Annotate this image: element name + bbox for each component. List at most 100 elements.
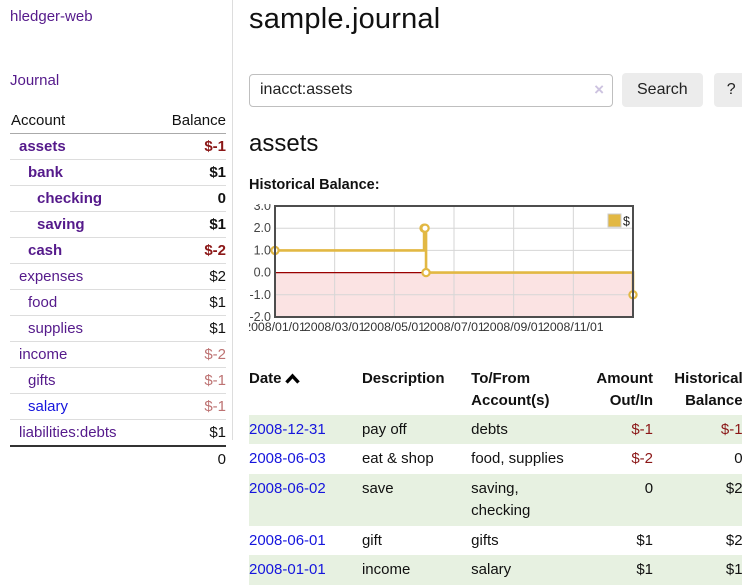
transaction-description: pay off — [361, 420, 407, 438]
date-header-label: Date — [249, 370, 282, 387]
transaction-accounts: gifts — [471, 531, 499, 549]
transaction-balance: $2 — [725, 531, 742, 549]
page-title: sample.journal — [249, 3, 441, 35]
account-balance: $-1 — [152, 367, 226, 394]
app-title-link[interactable]: hledger-web — [10, 8, 93, 25]
transaction-date-cell: 2008-06-02 — [249, 474, 356, 526]
account-link-salary[interactable]: salary — [28, 398, 69, 415]
account-row: saving $1 — [10, 211, 226, 238]
svg-text:3.0: 3.0 — [254, 204, 271, 213]
account-cell: gifts — [10, 367, 153, 394]
account-row: cash $-2 — [10, 237, 226, 264]
transaction-accounts: food, supplies — [471, 450, 564, 468]
transaction-amount: 0 — [644, 480, 654, 497]
account-link-supplies[interactable]: supplies — [28, 320, 84, 337]
transaction-accounts: salary — [471, 561, 512, 579]
transaction-accounts: saving, checking — [471, 480, 531, 519]
account-cell: food — [10, 289, 153, 316]
transaction-description: eat & shop — [361, 450, 434, 468]
account-row: bank $1 — [10, 159, 226, 186]
search-input-wrap: × — [249, 73, 613, 107]
account-row: expenses $2 — [10, 263, 226, 290]
historical-balance-chart: $3.0 2.0 1.0 0.0 -1.0 -2.0 2008/01/01 2008/03/0… — [244, 199, 742, 340]
search-input[interactable] — [249, 73, 613, 107]
register-row: 2008-06-03 eat & shop food, supplies $-2 0 — [249, 444, 742, 474]
svg-text:1.0: 1.0 — [254, 243, 271, 257]
transaction-amount: $-2 — [631, 450, 654, 468]
account-balance: 0 — [152, 185, 226, 212]
account-link-bank[interactable]: bank — [28, 164, 64, 181]
transaction-amount: $1 — [636, 531, 654, 549]
svg-text:2008/09/01: 2008/09/01 — [483, 320, 545, 334]
register-header-description: Description — [361, 370, 445, 387]
account-cell: income — [10, 341, 153, 368]
sidebar-item-journal[interactable]: Journal — [10, 72, 60, 89]
search-button[interactable]: Search — [622, 73, 703, 107]
svg-text:0.0: 0.0 — [254, 266, 271, 280]
account-balance: $1 — [152, 289, 226, 316]
account-row: checking 0 — [10, 185, 226, 212]
account-cell: salary — [10, 393, 153, 420]
account-link-gifts[interactable]: gifts — [28, 372, 56, 389]
register-header-date[interactable]: Date — [249, 365, 356, 415]
account-link-income[interactable]: income — [19, 346, 68, 363]
register-row: 2008-06-01 gift gifts $1 $2 — [249, 526, 742, 556]
accounts-header-row: Account Balance — [10, 110, 226, 134]
account-row: liabilities:debts $1 — [10, 419, 226, 446]
transaction-balance: $-1 — [720, 420, 742, 438]
account-cell: expenses — [10, 263, 153, 290]
transaction-description: save — [361, 480, 394, 497]
account-link-expenses[interactable]: expenses — [19, 268, 84, 285]
accounts-header-balance: Balance — [152, 110, 226, 134]
account-balance: $-2 — [152, 237, 226, 264]
account-cell: assets — [10, 134, 152, 160]
account-cell: checking — [10, 185, 153, 212]
svg-text:2008/07/01: 2008/07/01 — [423, 320, 485, 334]
transaction-description: gift — [361, 531, 382, 549]
sidebar: hledger-web Journal Account Balance asse… — [0, 0, 233, 472]
account-link-food[interactable]: food — [28, 294, 58, 311]
transaction-date-link[interactable]: 2008-12-31 — [249, 420, 326, 438]
register-row: 2008-01-01 income salary $1 $1 — [249, 555, 742, 585]
search-form: × Search ? — [249, 73, 742, 107]
account-cell: bank — [10, 159, 153, 186]
transaction-date-link[interactable]: 2008-06-02 — [249, 480, 326, 497]
transaction-accounts: debts — [471, 420, 508, 438]
transaction-date-cell: 2008-01-01 — [249, 555, 356, 585]
transaction-date-link[interactable]: 2008-01-01 — [249, 561, 326, 579]
account-link-liabilities-debts[interactable]: liabilities:debts — [19, 424, 117, 441]
register-header-accounts: To/From Account(s) — [471, 370, 550, 409]
transaction-amount: $1 — [636, 561, 654, 579]
transaction-date-link[interactable]: 2008-06-03 — [249, 450, 326, 468]
main-content: sample.journal × Search ? assets Histori… — [233, 0, 742, 585]
svg-text:-2.0: -2.0 — [249, 310, 271, 324]
account-link-checking[interactable]: checking — [37, 190, 103, 207]
clear-search-icon[interactable]: × — [594, 79, 604, 99]
svg-text:-1.0: -1.0 — [249, 288, 271, 302]
account-title: assets — [249, 130, 319, 157]
transaction-balance: $1 — [725, 561, 742, 579]
register-row: 2008-06-02 save saving, checking 0 $2 — [249, 474, 742, 526]
account-link-saving[interactable]: saving — [37, 216, 85, 233]
accounts-table: Account Balance assets $-1 bank $1 checking 0… — [10, 110, 226, 472]
svg-text:2008/01/01: 2008/01/01 — [249, 320, 306, 334]
help-button[interactable]: ? — [713, 73, 742, 107]
account-row: assets $-1 — [10, 134, 226, 160]
account-balance: $-2 — [152, 341, 226, 368]
legend-label: $ — [623, 215, 630, 229]
accounts-total-value: 0 — [152, 445, 226, 472]
transaction-date-cell: 2008-06-03 — [249, 444, 356, 474]
account-balance: $1 — [152, 419, 226, 446]
account-link-assets[interactable]: assets — [19, 138, 66, 155]
transaction-date-link[interactable]: 2008-06-01 — [249, 531, 326, 549]
register-table: Date Description To/From Account(s) Amou… — [249, 365, 742, 585]
account-link-cash[interactable]: cash — [28, 242, 63, 259]
transaction-date-cell: 2008-06-01 — [249, 526, 356, 556]
svg-text:2.0: 2.0 — [254, 221, 271, 235]
account-balance: $1 — [152, 159, 226, 186]
register-header-balance: Historical Balance — [674, 370, 742, 409]
transaction-balance: $2 — [725, 480, 742, 497]
account-cell: liabilities:debts — [10, 419, 153, 446]
account-balance: $2 — [152, 263, 226, 290]
